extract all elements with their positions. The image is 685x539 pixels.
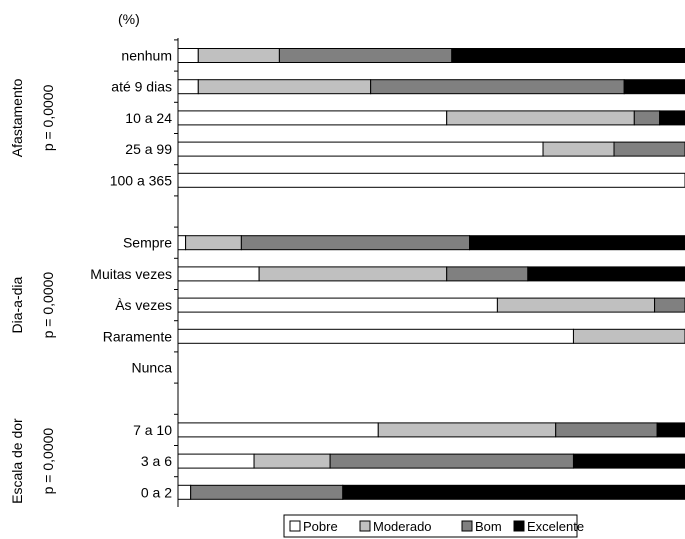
legend-swatch-moderado <box>359 520 371 532</box>
bar-segment-bom <box>370 79 625 95</box>
bar-segment-moderado <box>542 141 615 157</box>
plot-area: nenhum até 9 dias 10 a 24 25 a 99 100 a 365 S… <box>9 39 685 504</box>
legend-swatch-excelente <box>513 520 525 532</box>
bar-segment-bom <box>555 422 658 438</box>
group-pvalue: p = 0,0000 <box>40 84 56 151</box>
legend-swatch-pobre <box>289 520 301 532</box>
category-label: Sempre <box>123 235 172 251</box>
legend-swatch-bom <box>461 520 473 532</box>
category-label: nenhum <box>121 48 172 64</box>
bar-segment-moderado <box>258 266 448 282</box>
bar-segment-bom <box>613 141 685 157</box>
bar-segment-excelente <box>623 79 685 95</box>
bar-segment-pobre <box>177 172 685 188</box>
bar-segment-pobre <box>177 484 192 500</box>
legend-entry: Excelente <box>527 519 584 534</box>
group-pvalue: p = 0,0000 <box>40 428 56 495</box>
bar-segment-moderado <box>253 453 331 469</box>
category-label: até 9 dias <box>111 79 172 95</box>
bar-segment-excelente <box>572 453 685 469</box>
group-pvalue: p = 0,0000 <box>40 272 56 339</box>
bar-segment-moderado <box>496 297 656 313</box>
category-label: 7 a 10 <box>133 422 172 438</box>
category-label: 3 a 6 <box>141 453 172 469</box>
bar-segment-excelente <box>527 266 685 282</box>
bar-segment-excelente <box>659 110 685 126</box>
unit-label: (%) <box>118 11 140 27</box>
category-label: Nunca <box>132 360 173 376</box>
category-label: Muitas vezes <box>90 266 172 282</box>
bar-segment-pobre <box>177 141 544 157</box>
bar-segment-bom <box>240 235 471 251</box>
bar-segment-moderado <box>197 48 280 63</box>
legend-entry: Pobre <box>303 519 338 534</box>
category-label: 10 a 24 <box>125 110 172 126</box>
bar-segment-moderado <box>377 422 557 438</box>
bar-segment-pobre <box>177 453 255 469</box>
bar-segment-bom <box>278 48 453 63</box>
bar-segment-bom <box>329 453 574 469</box>
bar-segment-bom <box>654 297 685 313</box>
bar-segment-moderado <box>185 235 242 251</box>
bar-segment-bom <box>633 110 661 126</box>
category-label: 100 a 365 <box>110 172 172 188</box>
bar-segment-pobre <box>177 328 574 344</box>
bar-segment-pobre <box>177 266 260 282</box>
legend-box <box>283 514 578 538</box>
bar-segment-pobre <box>177 48 199 63</box>
legend: Pobre Moderado Bom Excelente <box>283 514 584 538</box>
group-title: Afastamento <box>9 78 25 157</box>
bar-segment-excelente <box>469 235 685 251</box>
bar-segment-excelente <box>342 484 685 500</box>
bar-segment-pobre <box>177 110 448 126</box>
category-label: Raramente <box>103 328 172 344</box>
bar-segment-moderado <box>572 328 685 344</box>
category-label: 25 a 99 <box>125 141 172 157</box>
category-label: 0 a 2 <box>141 484 172 500</box>
bar-segment-excelente <box>451 48 685 63</box>
group-title: Escala de dor <box>9 418 25 504</box>
bar-segment-excelente <box>656 422 685 438</box>
bar-segment-pobre <box>177 422 379 438</box>
category-label: Às vezes <box>115 297 172 313</box>
bar-segment-bom <box>190 484 344 500</box>
group-title: Dia-a-dia <box>9 276 25 333</box>
legend-entry: Bom <box>475 519 502 534</box>
bar-segment-bom <box>446 266 529 282</box>
bar-segment-moderado <box>197 79 372 95</box>
bar-segment-pobre <box>177 79 199 95</box>
bar-segment-pobre <box>177 235 187 251</box>
bar-segment-pobre <box>177 297 498 313</box>
legend-entry: Moderado <box>373 519 432 534</box>
bar-segment-moderado <box>446 110 635 126</box>
